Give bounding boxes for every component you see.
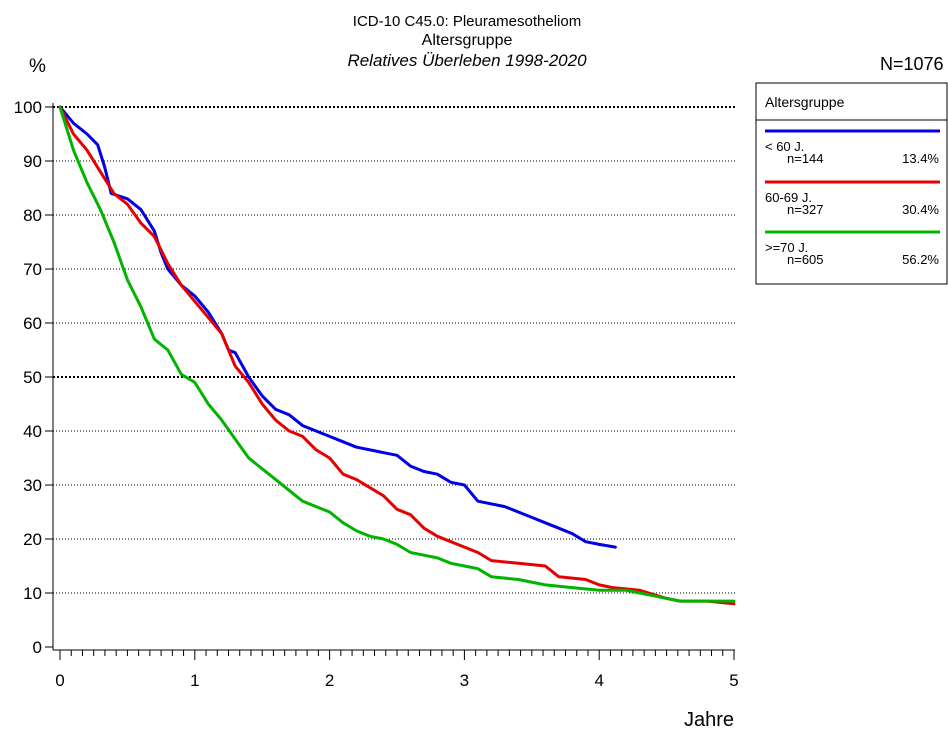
x-tick-label: 3 <box>460 671 469 690</box>
legend-n-70plus: n=605 <box>787 252 824 267</box>
x-axis-label: Jahre <box>684 709 734 729</box>
y-tick-label: 40 <box>23 422 42 441</box>
x-tick-label: 1 <box>190 671 199 690</box>
series-line-2 <box>58 105 736 603</box>
y-tick-label: 100 <box>14 98 42 117</box>
x-tick-label: 4 <box>594 671 603 690</box>
legend-label-60-69: 60-69 J. <box>765 190 812 205</box>
legend-pct-under60: 13.4% <box>902 151 939 166</box>
y-tick-label: 30 <box>23 476 42 495</box>
y-tick-label: 0 <box>33 638 42 657</box>
legend-pct-60-69: 30.4% <box>902 202 939 217</box>
legend-n-60-69: n=327 <box>787 202 824 217</box>
legend: Altersgruppe < 60 J. n=144 13.4% 60-69 J… <box>755 82 948 285</box>
chart-subtitle-italic: Relatives Überleben 1998-2020 <box>347 51 587 70</box>
y-tick-label: 80 <box>23 206 42 225</box>
y-tick-label: 60 <box>23 314 42 333</box>
y-axis-label: % <box>29 56 46 77</box>
legend-label-under60: < 60 J. <box>765 139 804 154</box>
series-line-1 <box>58 105 736 606</box>
series-line-0 <box>58 105 617 549</box>
y-tick-label: 90 <box>23 152 42 171</box>
x-tick-label: 5 <box>729 671 738 690</box>
legend-label-70plus: >=70 J. <box>765 240 808 255</box>
x-ticks: 0 1 2 3 4 5 <box>55 650 739 690</box>
chart-subtitle: Altersgruppe <box>422 32 513 49</box>
y-tick-label: 10 <box>23 584 42 603</box>
series-lines <box>58 105 736 606</box>
x-tick-label: 0 <box>55 671 64 690</box>
chart-title: ICD-10 C45.0: Pleuramesotheliom <box>353 13 581 30</box>
legend-title: Altersgruppe <box>765 94 845 110</box>
legend-pct-70plus: 56.2% <box>902 252 939 267</box>
gridlines <box>53 106 736 594</box>
y-tick-label: 20 <box>23 530 42 549</box>
n-total-label: N=1076 <box>880 54 944 74</box>
y-tick-label: 50 <box>23 368 42 387</box>
y-tick-label: 70 <box>23 260 42 279</box>
x-tick-label: 2 <box>325 671 334 690</box>
legend-n-under60: n=144 <box>787 151 824 166</box>
y-ticks: 0 10 20 30 40 50 60 70 80 90 100 <box>14 98 53 657</box>
